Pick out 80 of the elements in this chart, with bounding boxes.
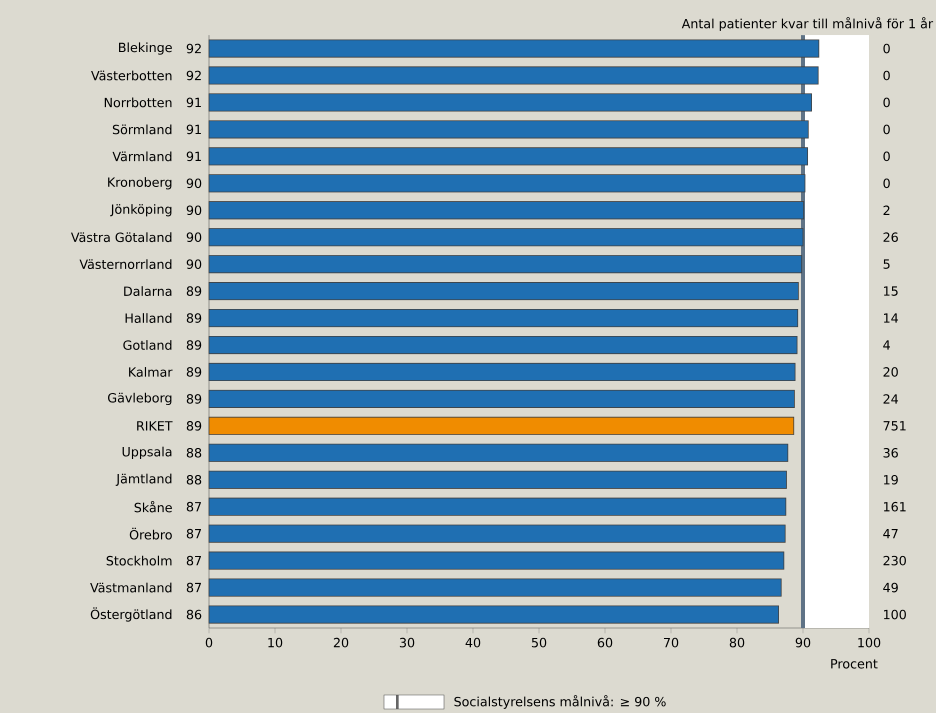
x-tick-label: 10 [268,638,282,648]
y-tick-label: Skåne [134,501,172,512]
y-tick-label: Dalarna [124,286,172,296]
text: 161 [884,502,906,512]
data-label: 86 [186,610,202,620]
data-label: 92 [186,44,201,54]
text: 5 [884,259,890,269]
text: 0 [883,124,890,134]
text: 49 [883,582,898,592]
data-label: 89 [186,421,202,431]
data-label: 87 [186,502,201,512]
text: 0 [883,98,890,108]
text: 24 [884,394,898,404]
data-label: 89 [186,367,202,377]
x-tick-label: 90 [796,638,810,648]
y-tick-label: Örebro [130,528,172,540]
text: Antal patienter kvar till målnivå för 1 år [682,17,934,31]
text: 19 [884,474,898,485]
data-label: 87 [186,528,201,538]
text: 36 [884,448,898,458]
y-tick-label: Västernorrland [80,259,172,270]
y-tick-label: Västra Götaland [70,232,172,242]
data-label: 90 [186,232,202,242]
data-label: 91 [186,152,201,162]
data-label: 88 [186,448,202,458]
data-label: 90 [186,259,202,269]
text: 14 [884,313,898,323]
x-axis-title: Procent [831,659,878,669]
text: 0 [883,44,890,54]
text: 26 [884,232,898,242]
x-tick-label: 80 [730,638,744,648]
text: 0 [883,70,890,80]
y-tick-label: Värmland [112,151,172,162]
y-tick-label: Jönköping [110,204,172,216]
text: 0 [883,152,890,162]
y-tick-label: Norrbotten [104,98,172,108]
data-label: 90 [186,178,202,188]
legend-label: Socialstyrelsens målnivå: ≥ 90 % [454,695,666,709]
y-tick-label: Västmanland [90,582,172,592]
y-tick-label: Jämtland [116,474,172,486]
data-label: 89 [186,313,202,323]
data-label: 87 [186,556,201,566]
x-tick-label: 100 [858,638,880,648]
y-tick-label: Uppsala [122,446,172,459]
x-tick-label: 50 [532,638,546,648]
data-label: 89 [186,286,202,296]
data-label: 89 [186,394,202,404]
data-label: 89 [186,340,202,350]
y-tick-label: Halland [126,313,172,323]
data-label: 87 [186,582,201,592]
y-tick-label: Gävleborg [108,392,172,406]
y-tick-label: Kalmar [129,367,173,377]
x-tick-label: 70 [664,638,678,648]
x-tick-label: 20 [334,638,348,648]
y-tick-label: Sörmland [112,124,172,134]
text: 2 [884,206,890,215]
text: 230 [884,556,906,566]
text: 47 [883,529,898,538]
text: 0 [883,178,890,188]
y-tick-label: Västerbotten [91,70,172,80]
data-label: 91 [186,98,201,108]
data-label: 90 [186,205,202,216]
text: 4 [883,340,890,350]
text: 15 [884,286,898,296]
x-tick-label: 40 [466,638,480,648]
x-tick-label: 60 [598,638,612,648]
y-tick-label: Stockholm [106,556,172,566]
data-label: 88 [186,474,202,485]
text: 20 [884,367,898,377]
y-tick-label: Kronoberg [108,177,172,190]
text: 100 [884,610,906,620]
text: 751 [884,421,906,431]
y-tick-label: Östergötland [90,607,172,622]
data-label: 92 [186,70,201,80]
y-tick-label: Gotland [123,340,172,350]
x-tick-label: 30 [400,638,414,648]
data-label: 91 [186,124,201,134]
y-tick-label: RIKET [137,421,173,430]
y-tick-label: Blekinge [119,42,172,55]
x-tick-label: 0 [206,638,212,648]
